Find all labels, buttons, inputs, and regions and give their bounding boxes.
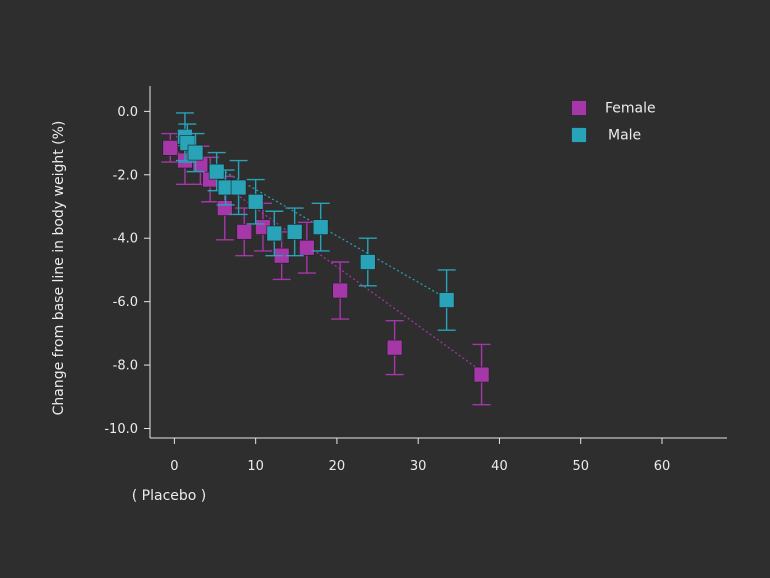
- male-data-point: [246, 178, 265, 225]
- y-tick-label: -6.0: [113, 295, 138, 310]
- female-data-point: [472, 343, 491, 406]
- legend-label-female: Female: [605, 101, 656, 117]
- male-data-point: [437, 269, 456, 331]
- male-marker: [438, 292, 455, 308]
- y-tick-label: 0.0: [117, 105, 138, 120]
- y-tick-label: -2.0: [113, 168, 138, 183]
- female-marker: [386, 339, 403, 356]
- male-marker: [286, 224, 303, 240]
- female-data-point: [235, 207, 254, 257]
- male-data-point: [207, 151, 226, 192]
- axes: 0.0 -2.0 -4.0 -6.0 -8.0 -10.0 0 10 20 30 40 50 60: [104, 86, 727, 474]
- female-marker: [236, 224, 253, 240]
- female-data-point: [331, 261, 350, 320]
- female-marker: [299, 239, 315, 256]
- female-data-point: [161, 132, 180, 163]
- male-marker: [208, 163, 225, 180]
- male-data-point: [358, 237, 377, 287]
- x-axis-note: ( Placebo ): [132, 488, 207, 504]
- x-tick-label: 40: [491, 459, 508, 474]
- y-tick-label: -8.0: [113, 359, 138, 374]
- y-tick-label: -10.0: [104, 422, 138, 437]
- male-marker: [230, 179, 247, 196]
- legend-marker-female: [571, 100, 587, 116]
- male-data-point: [216, 169, 235, 206]
- male-marker: [359, 254, 376, 270]
- male-trend-line: [174, 142, 447, 299]
- male-data-point: [285, 207, 304, 257]
- x-tick-label: 20: [329, 459, 346, 474]
- male-data-point: [265, 210, 284, 257]
- data-points: [161, 112, 491, 406]
- female-marker: [216, 200, 233, 216]
- male-data-point: [186, 132, 205, 173]
- male-marker: [312, 219, 329, 235]
- female-data-point: [385, 319, 404, 376]
- female-data-point: [297, 221, 316, 274]
- x-tick-label: 50: [572, 459, 589, 474]
- male-marker: [187, 144, 204, 161]
- female-marker: [473, 366, 490, 383]
- x-tick-label: 30: [410, 459, 427, 474]
- legend-marker-male: [571, 127, 587, 143]
- x-tick-label: 0: [170, 459, 178, 474]
- male-marker: [247, 193, 264, 210]
- x-tick-label: 60: [654, 459, 671, 474]
- legend: Female Male: [571, 100, 656, 144]
- y-axis-title: Change from base line in body weight (%): [51, 121, 67, 416]
- x-tick-label: 10: [247, 459, 264, 474]
- male-data-point: [311, 202, 330, 252]
- y-tick-label: -4.0: [113, 232, 138, 247]
- female-marker: [332, 282, 348, 299]
- male-marker: [266, 225, 283, 242]
- female-marker: [162, 140, 179, 156]
- legend-label-male: Male: [608, 128, 641, 144]
- male-data-point: [229, 159, 248, 216]
